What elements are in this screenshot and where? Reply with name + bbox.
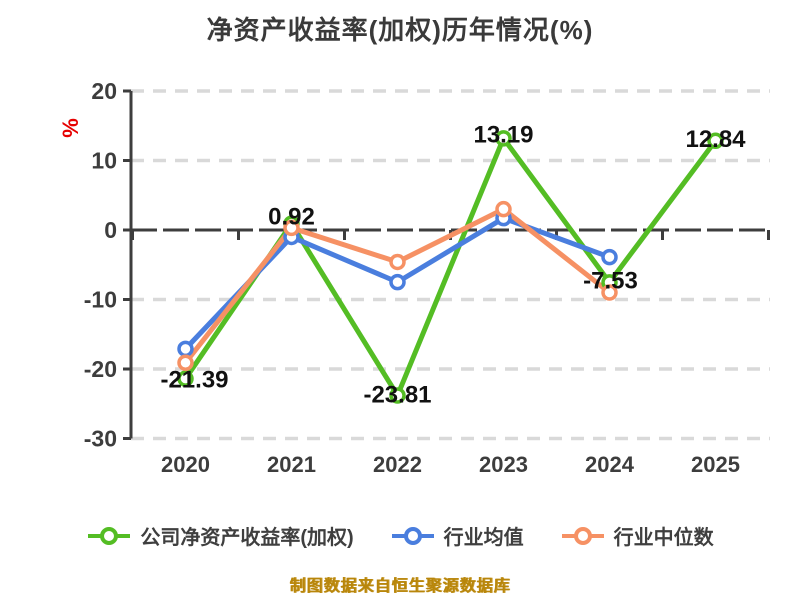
y-axis-tick-label: -20 [84,356,117,382]
x-axis-label: 2023 [479,452,528,477]
data-point-industry_median [283,219,300,237]
legend-marker-company-icon [88,526,131,545]
data-point-label: -21.39 [160,367,228,394]
chart-title: 净资产收益率(加权)历年情况(%) [206,15,594,45]
x-axis-label: 2020 [161,452,210,477]
data-point-label: 12.84 [685,126,746,153]
data-point-industry_mean [601,248,618,266]
data-point-industry_mean [177,340,194,358]
x-axis-label: 2025 [691,452,740,477]
data-point-industry_median [177,354,194,371]
chart-canvas: 20 10 0 -10 -20 -30 2020 2021 2022 2023 2024 2025% -… [58,78,770,477]
data-point-label: -23.81 [363,381,431,408]
data-source-note: 制图数据来自恒生聚源数据库 [289,578,511,595]
data-point-company [389,387,406,404]
y-axis-unit-label: % [58,118,83,138]
y-axis-tick-label: -30 [84,426,117,452]
legend-item-company: 公司净资产收益率(加权) [86,521,354,550]
chart-legend: 公司净资产收益率(加权) 行业均值 行业中位数 [0,521,800,550]
legend-label-company: 公司净资产收益率(加权) [140,527,354,549]
x-axis-label: 2024 [585,452,635,477]
data-point-company [177,370,194,387]
y-axis-tick-label: 0 [104,217,117,243]
data-point-company [707,132,724,150]
legend-label-industry-median: 行业中位数 [613,527,714,549]
y-axis-tick-label: 10 [91,148,117,174]
data-point-label: -7.53 [583,267,638,294]
y-axis-tick-label: -10 [84,287,117,313]
x-axis-label: 2022 [373,452,422,477]
data-point-company [495,130,512,147]
data-point-industry_median [495,200,512,218]
data-point-industry_median [389,253,406,271]
y-axis-tick-label: 20 [91,78,117,104]
legend-marker-industry-mean-icon [391,526,434,545]
data-point-industry_median [601,284,618,301]
legend-label-industry-mean: 行业均值 [443,527,524,549]
legend-marker-industry-median-icon [561,526,604,545]
data-point-industry_mean [389,273,406,291]
legend-item-industry-mean: 行业均值 [390,521,524,550]
x-axis-label: 2021 [267,452,316,477]
legend-item-industry-median: 行业中位数 [560,521,714,550]
data-point-label: 0.92 [268,204,315,231]
data-point-label: 13.19 [473,121,533,148]
